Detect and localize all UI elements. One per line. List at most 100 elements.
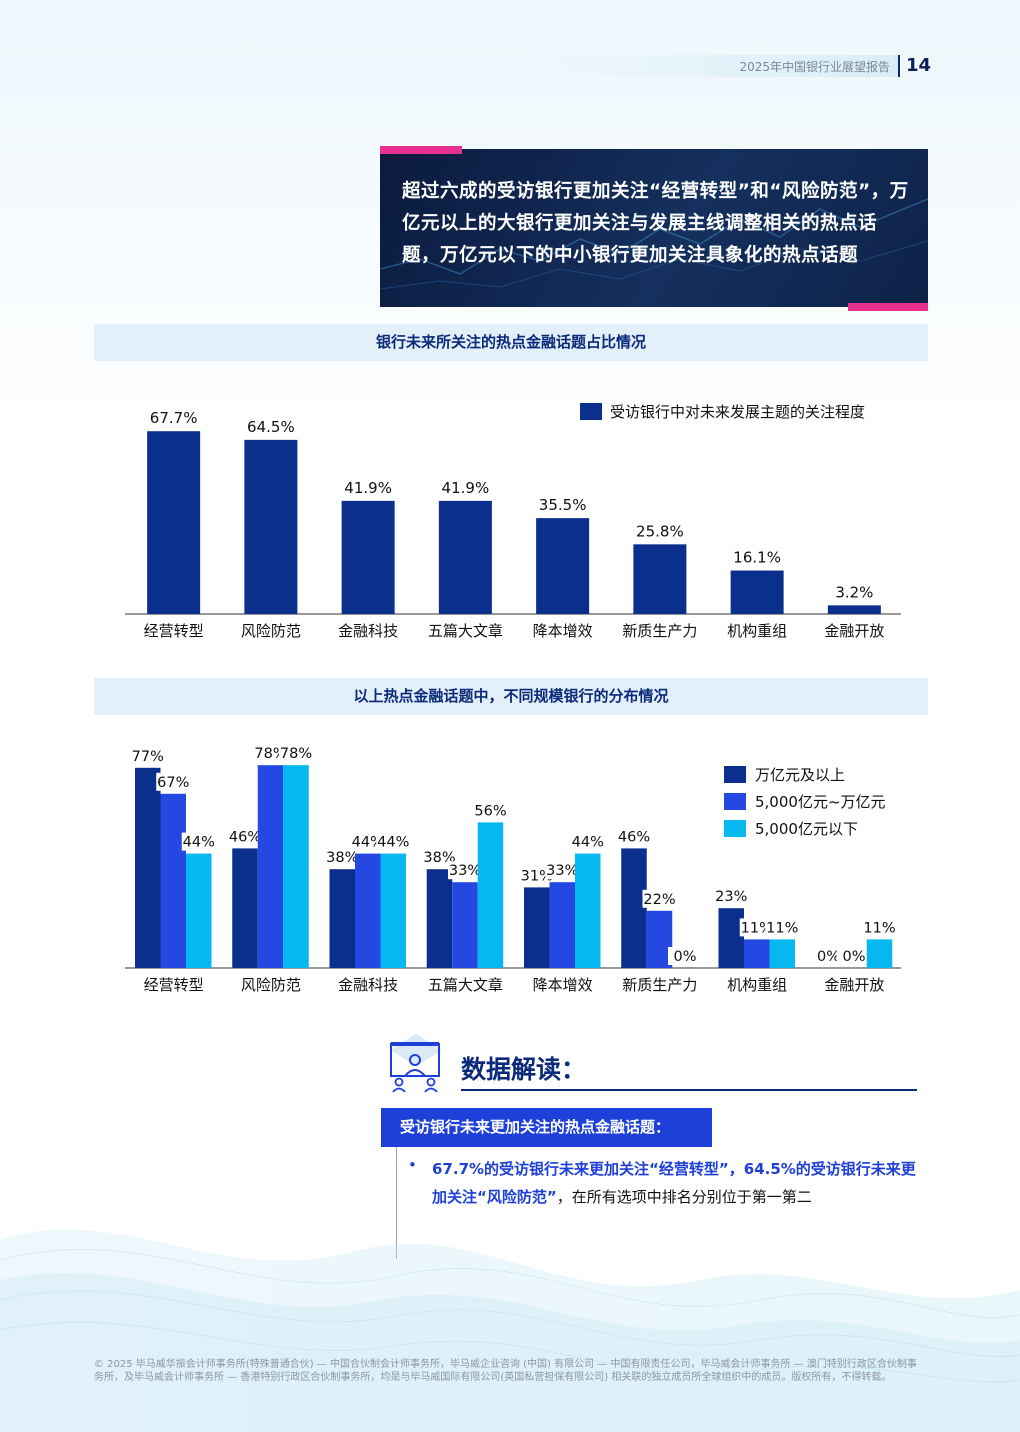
bullet-dot: • [408, 1156, 417, 1174]
chart2-label-bg [156, 772, 191, 791]
chart2-label-bg [617, 827, 651, 846]
chart2-label-bg [325, 848, 360, 867]
chart2-bar [477, 822, 504, 968]
chart1-bar [341, 500, 395, 614]
chart2-category-label: 五篇大文章 [428, 976, 503, 994]
presentation-icon [390, 1034, 442, 1093]
chart2-bar [718, 908, 744, 968]
chart2-category-label: 风险防范 [241, 976, 301, 994]
chart2-legend-label: 万亿元及以上 [755, 766, 845, 784]
chart2-label-bg [181, 832, 216, 851]
chart2-label-bg [570, 832, 605, 851]
chart1-bar [730, 570, 784, 614]
chart2-value-label: 46% [229, 829, 261, 845]
chart1-bar [147, 431, 201, 614]
chart1-value-label: 16.1% [733, 549, 781, 567]
interpretation-tab: 受访银行未来更加关注的热点金融话题： [381, 1108, 712, 1147]
banner-background-graphic [380, 198, 928, 290]
chart2-label-bg [448, 861, 482, 880]
chart2-bar [232, 848, 258, 968]
chart2-value-label: 31% [521, 868, 553, 884]
header-divider [898, 55, 900, 77]
chart2-value-label: 67% [157, 775, 189, 791]
chart2-label-bg [228, 827, 262, 846]
interpretation-bullet: 67.7%的受访银行未来更加关注“经营转型”，64.5%的受访银行未来更加关注“… [432, 1155, 930, 1211]
report-title: 2025年中国银行业展望报告 [739, 60, 890, 74]
interpretation-title: 数据解读： [461, 1055, 587, 1084]
chart2-category-label: 新质生产力 [622, 976, 697, 994]
chart2-label-bg [545, 861, 580, 880]
chart2-value-label: 38% [423, 850, 455, 866]
chart2-label-bg [376, 832, 411, 851]
chart2-svg: 77%67%44%经营转型46%78%78%风险防范38%44%44%金融科技3… [125, 744, 901, 994]
chart1-category-label: 五篇大文章 [428, 622, 503, 640]
chart2-category-label: 经营转型 [144, 976, 204, 994]
chart2-value-label: 44% [352, 835, 384, 851]
chart2-bar [186, 853, 212, 968]
interpretation-vertical-rule [396, 1147, 397, 1259]
chart1-category-label: 机构重组 [727, 622, 787, 640]
chart2-category-label: 机构重组 [727, 976, 787, 994]
chart1-bar [244, 439, 298, 614]
chart2-legend-swatch [724, 793, 746, 810]
chart1-category-label: 金融开放 [824, 622, 884, 640]
bullet-highlight: 67.7%的受访银行未来更加关注“经营转型”，64.5%的受访银行未来更加关注“… [432, 1160, 916, 1206]
chart1-value-label: 25.8% [636, 522, 684, 540]
chart2-value-label: 44% [572, 835, 604, 851]
chart2-value-label: 44% [183, 835, 215, 851]
chart2-legend-label: 5,000亿元~万亿元 [755, 793, 886, 811]
chart2-bar [621, 848, 647, 968]
chart1-value-label: 41.9% [442, 479, 490, 497]
chart2-label-bg [473, 801, 508, 820]
chart2-label-bg [642, 889, 677, 908]
chart2-value-label: 44% [377, 835, 409, 851]
chart2-category-label: 金融开放 [824, 976, 884, 994]
chart2-bar [769, 939, 795, 968]
chart1-category-label: 新质生产力 [622, 622, 697, 640]
chart1-category-label: 降本增效 [533, 622, 593, 640]
chart2-value-label: 11% [863, 920, 895, 936]
chart2-value-label: 78% [254, 746, 286, 762]
chart2-bar [160, 793, 186, 968]
chart2-value-label: 11% [766, 920, 798, 936]
footer-copyright: © 2025 毕马威华振会计师事务所(特殊普通合伙) — 中国合伙制会计师事务所… [94, 1359, 917, 1383]
chart2-label-bg [668, 947, 702, 965]
header-strip [515, 55, 900, 77]
chart2-title: 以上热点金融话题中，不同规模银行的分布情况 [94, 678, 928, 715]
chart1-svg: 67.7% 经营转型 64.5% 风险防范 41.9% 金融科技 41.9% 五篇大文章 35.… [125, 403, 901, 640]
chart1-value-label: 41.9% [344, 479, 392, 497]
chart2-value-label: 0% [842, 949, 865, 965]
chart2-value-label: 22% [643, 892, 675, 908]
chart2-bar [575, 853, 601, 968]
bullet-rest: ，在所有选项中排名分别位于第一第二 [556, 1188, 812, 1206]
chart2-bar [135, 767, 161, 968]
chart1-value-label: 3.2% [835, 583, 873, 601]
chart2-value-label: 78% [280, 746, 312, 762]
chart2-label-bg [279, 744, 313, 763]
chart2-label-bg [130, 746, 165, 765]
chart2-bar [452, 882, 478, 968]
chart2-value-label: 11% [741, 920, 773, 936]
chart1-value-label: 67.7% [150, 409, 198, 427]
chart2-category-label: 金融科技 [338, 976, 398, 994]
chart1-value-label: 35.5% [539, 496, 587, 514]
chart2-bar [549, 882, 575, 968]
chart2-bar [283, 765, 309, 968]
chart2-value-label: 23% [715, 889, 747, 905]
chart2-bar [426, 869, 453, 968]
chart2-label-bg [714, 887, 749, 906]
chart1-bar [438, 500, 492, 614]
chart1-title: 银行未来所关注的热点金融话题占比情况 [94, 324, 928, 361]
chart1-legend-label: 受访银行中对未来发展主题的关注程度 [610, 403, 865, 421]
chart2-value-label: 33% [449, 863, 481, 879]
chart2-bar [524, 887, 550, 968]
accent-bar-top [380, 146, 462, 154]
chart2-bar [744, 939, 770, 968]
chart2-value-label: 46% [618, 829, 650, 845]
chart2-value-label: 38% [326, 850, 358, 866]
chart2-legend-swatch [724, 820, 746, 837]
chart1-value-label: 64.5% [247, 418, 295, 436]
headline-text: 超过六成的受访银行更加关注“经营转型”和“风险防范”，万亿元以上的大银行更加关注… [402, 181, 909, 266]
chart1-category-label: 金融科技 [338, 622, 398, 640]
chart1-category-label: 风险防范 [241, 622, 301, 640]
